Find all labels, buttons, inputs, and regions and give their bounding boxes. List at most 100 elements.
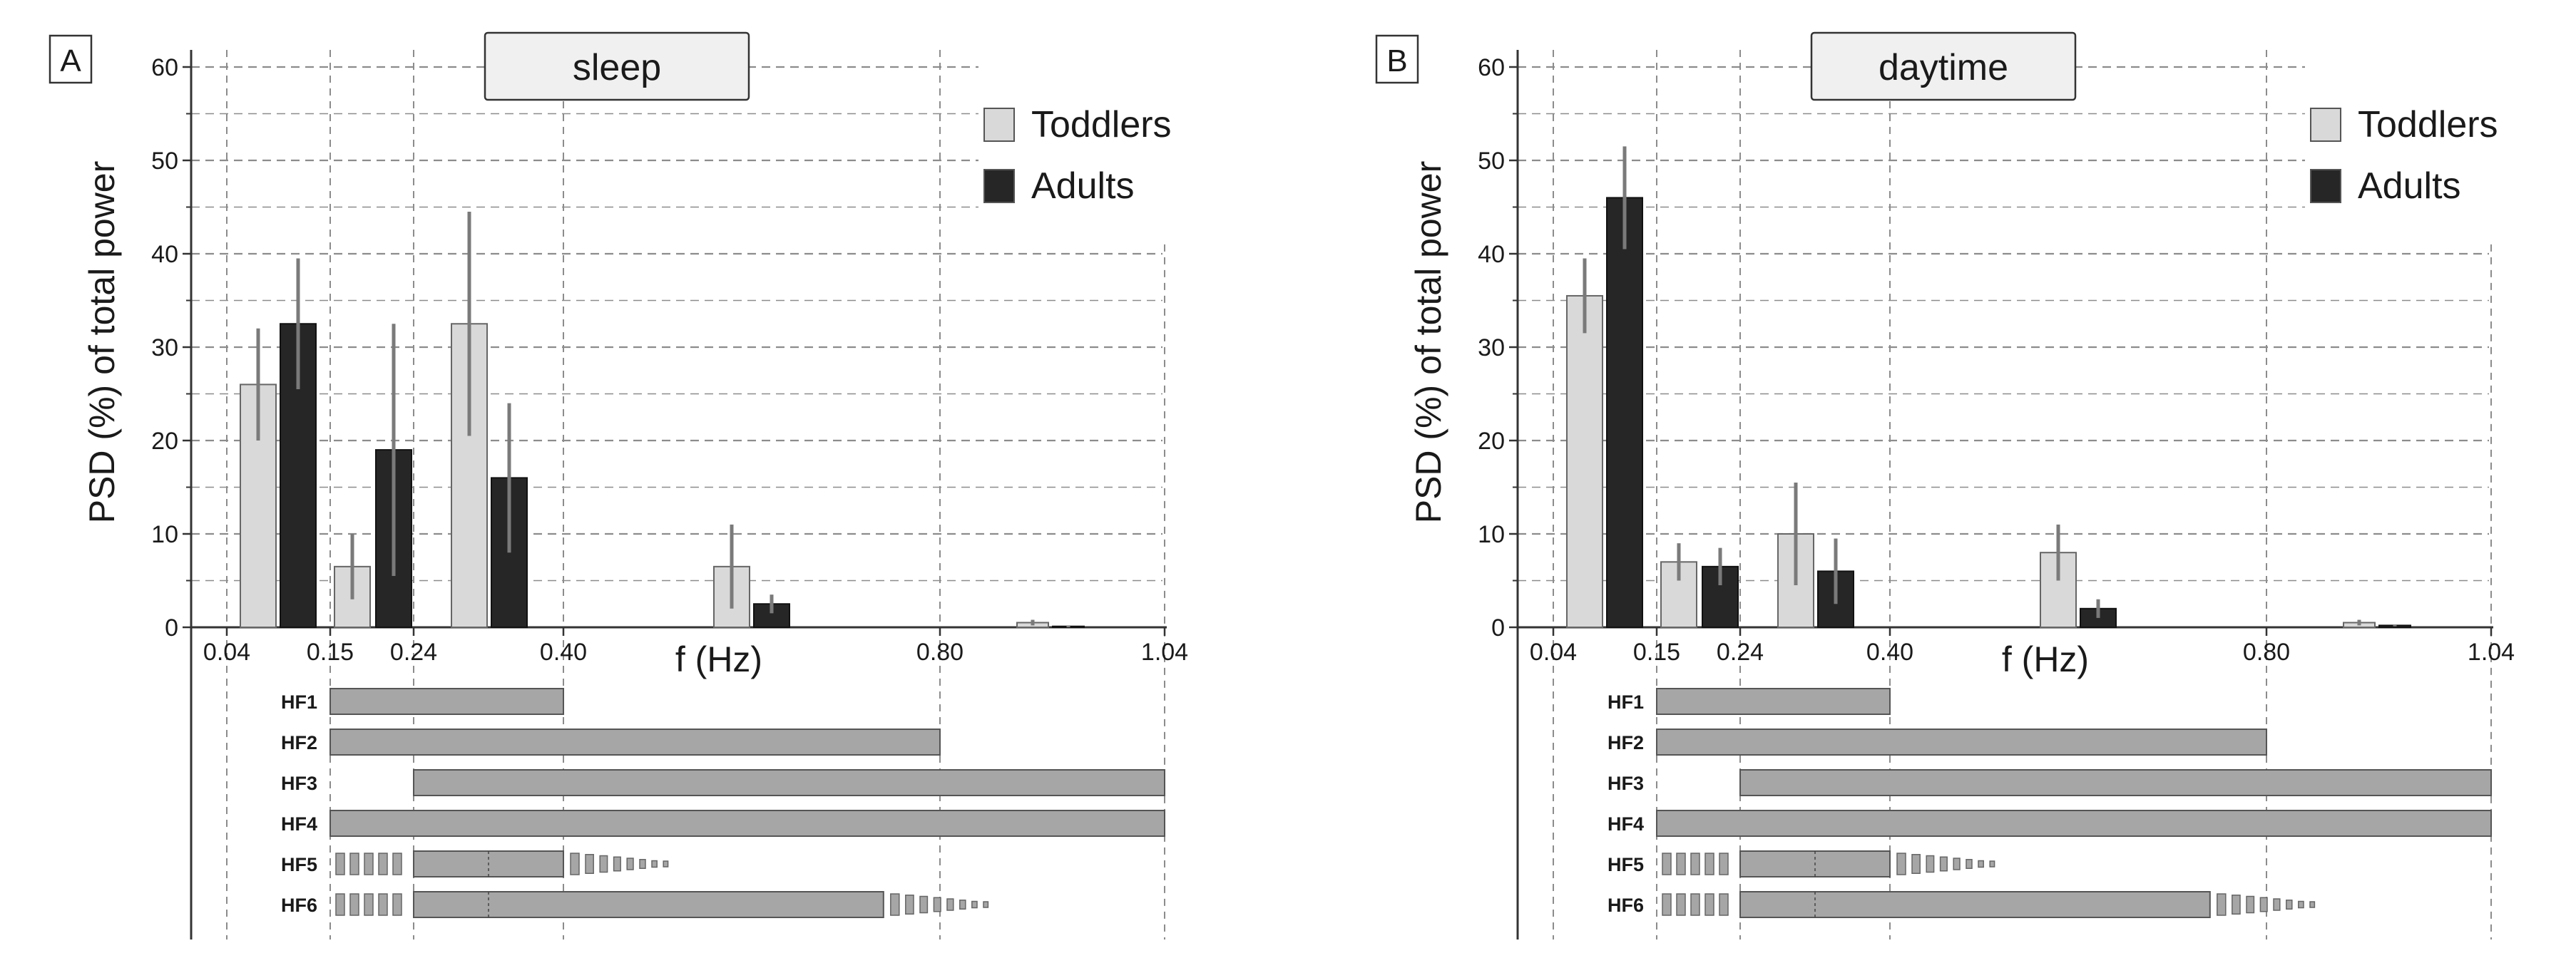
legend-swatch-adults <box>983 169 1015 203</box>
band-taper-segment <box>335 893 345 916</box>
band-taper-segment <box>570 853 580 875</box>
band-taper-segment <box>1939 856 1948 872</box>
band-taper-segment <box>2259 897 2268 912</box>
y-tick-label: 40 <box>1478 241 1505 268</box>
y-tick-label: 30 <box>1478 334 1505 361</box>
band-taper-segment <box>1676 893 1686 916</box>
legend-label-adults: Adults <box>1031 165 1135 207</box>
band-label: HF6 <box>1608 895 1644 916</box>
y-tick-label: 40 <box>151 241 178 268</box>
band-bar <box>1739 891 2211 918</box>
legend-label-adults: Adults <box>2358 165 2461 207</box>
y-tick-label: 10 <box>1478 521 1505 548</box>
y-tick-label: 10 <box>151 521 178 548</box>
band-taper-segment <box>663 860 669 868</box>
band-taper-segment <box>364 853 374 875</box>
band-taper-segment <box>378 853 388 875</box>
band-taper-segment <box>599 855 608 873</box>
band-taper-segment <box>2298 900 2304 909</box>
panel-label: B <box>1386 43 1407 78</box>
band-taper-segment <box>626 858 634 870</box>
x-tick-label: 0.24 <box>1717 639 1764 666</box>
band-taper-segment <box>1989 860 1995 868</box>
band-taper-segment <box>2273 898 2281 911</box>
band-label: HF5 <box>1608 854 1644 875</box>
chart-title: sleep <box>573 47 661 88</box>
x-axis-title: f (Hz) <box>675 639 762 679</box>
band-taper-segment <box>919 895 929 914</box>
band-label: HF3 <box>1608 773 1644 794</box>
legend-swatch-adults <box>2310 169 2341 203</box>
band-taper-segment <box>890 893 900 916</box>
x-tick-label: 0.04 <box>203 639 250 666</box>
panel-label-box <box>1375 34 1419 84</box>
band-taper-segment <box>1953 858 1961 870</box>
y-tick-label: 0 <box>1491 614 1505 642</box>
band-taper-segment <box>2246 895 2255 914</box>
band-taper-segment <box>392 893 402 916</box>
band-taper-segment <box>2217 893 2227 916</box>
bar-adults <box>2080 607 2117 628</box>
legend-swatch-toddlers <box>2310 108 2341 142</box>
band-taper-segment <box>1926 855 1935 873</box>
band-taper-segment <box>349 893 359 916</box>
y-axis-title: PSD (%) of total power <box>1409 161 1448 524</box>
band-label: HF3 <box>281 773 317 794</box>
band-taper-segment <box>2232 895 2241 915</box>
y-tick-label: 20 <box>1478 428 1505 455</box>
band-taper-segment <box>1966 859 1973 869</box>
panel-sleep: 0 10 20 30 40 50 60 0.04 0.15 0.24 0.40 0.80 1.04 f (… <box>48 31 1188 940</box>
x-tick-label: 0.40 <box>1866 639 1913 666</box>
band-taper-segment <box>1662 853 1672 875</box>
x-tick-label: 1.04 <box>2468 639 2515 666</box>
band-bar <box>1656 810 2492 837</box>
band-label: HF4 <box>1608 813 1644 835</box>
band-taper-segment <box>1676 853 1686 875</box>
band-taper-segment <box>613 856 621 872</box>
bar-toddlers <box>2040 552 2077 629</box>
band-taper-segment <box>639 859 646 869</box>
band-taper-segment <box>651 860 658 868</box>
band-taper-segment <box>1690 853 1700 875</box>
title-box <box>1810 31 2077 101</box>
band-bar <box>413 891 884 918</box>
x-tick-label: 0.40 <box>540 639 587 666</box>
band-taper-segment <box>1719 853 1729 875</box>
band-taper-segment <box>1719 893 1729 916</box>
band-taper-segment <box>335 853 345 875</box>
band-bar <box>413 769 1165 796</box>
y-axis-title: PSD (%) of total power <box>82 161 122 524</box>
band-taper-segment <box>585 854 594 874</box>
x-axis-title: f (Hz) <box>2002 639 2089 679</box>
bar-adults <box>1606 197 1643 628</box>
band-taper-segment <box>905 895 914 915</box>
x-tick-label: 0.24 <box>390 639 437 666</box>
band-label: HF2 <box>1608 732 1644 753</box>
x-tick-label: 0.15 <box>1633 639 1680 666</box>
band-taper-segment <box>1704 893 1714 916</box>
band-taper-segment <box>392 853 402 875</box>
y-tick-label: 60 <box>1478 54 1505 81</box>
band-label: HF2 <box>281 732 317 753</box>
band-bar <box>1656 729 2267 756</box>
y-tick-label: 0 <box>165 614 178 642</box>
bar-toddlers <box>240 384 277 629</box>
band-taper-segment <box>983 901 989 908</box>
x-tick-label: 0.15 <box>307 639 354 666</box>
band-bar <box>329 688 564 715</box>
x-tick-label: 0.80 <box>2243 639 2290 666</box>
band-taper-segment <box>1662 893 1672 916</box>
band-taper-segment <box>2309 901 2316 908</box>
x-tick-label: 0.80 <box>916 639 964 666</box>
bar-toddlers <box>1566 294 1603 628</box>
band-taper-segment <box>933 897 941 912</box>
band-bar <box>1656 688 1891 715</box>
x-tick-label: 1.04 <box>1141 639 1188 666</box>
band-taper-segment <box>1690 893 1700 916</box>
band-taper-segment <box>349 853 359 875</box>
band-label: HF4 <box>281 813 317 835</box>
band-label: HF5 <box>281 854 317 875</box>
band-bar <box>329 810 1165 837</box>
band-taper-segment <box>364 893 374 916</box>
